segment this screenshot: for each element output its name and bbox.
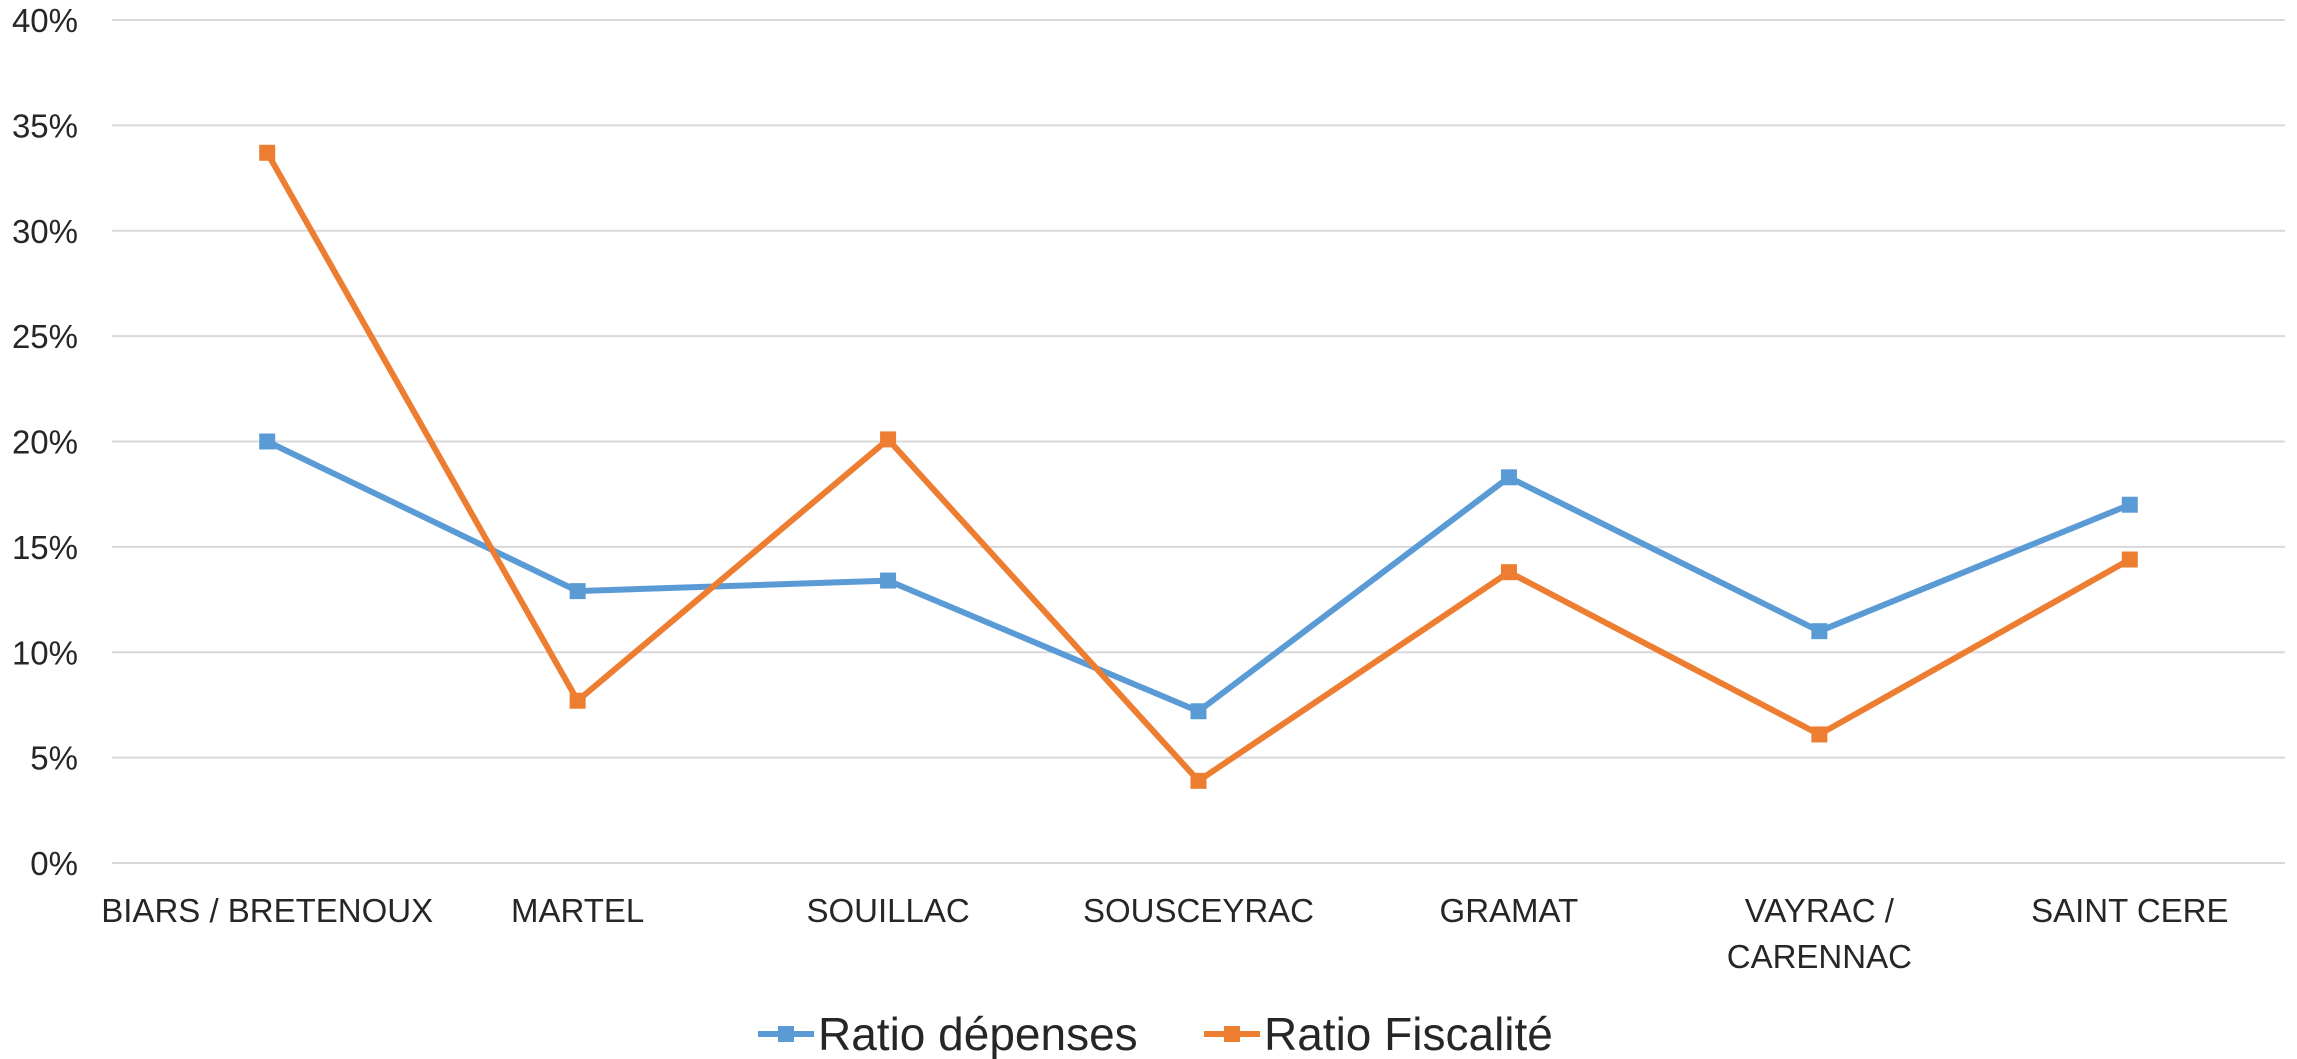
series-group xyxy=(259,144,2138,789)
legend-label: Ratio dépenses xyxy=(818,1008,1138,1059)
y-tick-label: 30% xyxy=(12,213,78,250)
legend: Ratio dépenses Ratio Fiscalité xyxy=(758,1008,1553,1059)
data-point-marker xyxy=(1190,703,1207,720)
data-point-marker xyxy=(1811,623,1828,640)
series-line xyxy=(264,149,2133,784)
legend-swatch-marker xyxy=(1224,1026,1240,1042)
y-axis: 0% 5% 10% 15% 20% 25% 30% 35% 40% xyxy=(12,2,78,882)
data-point-marker xyxy=(880,572,897,589)
x-tick-label: BIARS / BRETENOUX xyxy=(101,892,433,929)
legend-swatch-marker xyxy=(778,1026,794,1042)
data-point-marker xyxy=(1500,564,1517,581)
x-tick-label: SAINT CERE xyxy=(2031,892,2228,929)
y-tick-label: 0% xyxy=(30,845,78,882)
y-tick-label: 35% xyxy=(12,107,78,144)
gridlines xyxy=(112,19,2285,864)
x-tick-label: GRAMAT xyxy=(1440,892,1579,929)
data-point-marker xyxy=(2121,496,2138,513)
data-point-marker xyxy=(1811,726,1828,743)
data-point-marker xyxy=(569,692,586,709)
data-point-marker xyxy=(2121,551,2138,568)
data-point-marker xyxy=(1500,469,1517,486)
x-tick-label: VAYRAC / xyxy=(1745,892,1895,929)
x-tick-label: SOUSCEYRAC xyxy=(1083,892,1314,929)
legend-label: Ratio Fiscalité xyxy=(1264,1008,1553,1059)
data-point-marker xyxy=(259,144,276,161)
legend-item: Ratio Fiscalité xyxy=(1204,1008,1553,1059)
data-point-marker xyxy=(880,431,897,448)
x-tick-label: SOUILLAC xyxy=(806,892,969,929)
data-point-marker xyxy=(569,583,586,600)
y-tick-label: 25% xyxy=(12,318,78,355)
y-tick-label: 20% xyxy=(12,424,78,461)
y-tick-label: 10% xyxy=(12,634,78,671)
series-1 xyxy=(259,433,2138,720)
series-2 xyxy=(259,144,2138,789)
x-axis: BIARS / BRETENOUX MARTEL SOUILLAC SOUSCEYRA… xyxy=(101,892,2228,975)
legend-item: Ratio dépenses xyxy=(758,1008,1138,1059)
data-point-marker xyxy=(1190,772,1207,789)
y-tick-label: 40% xyxy=(12,2,78,39)
data-point-marker xyxy=(259,433,276,450)
y-tick-label: 15% xyxy=(12,529,78,566)
y-tick-label: 5% xyxy=(30,740,78,777)
x-tick-label: CARENNAC xyxy=(1727,938,1912,975)
x-tick-label: MARTEL xyxy=(511,892,644,929)
series-line xyxy=(264,438,2133,715)
